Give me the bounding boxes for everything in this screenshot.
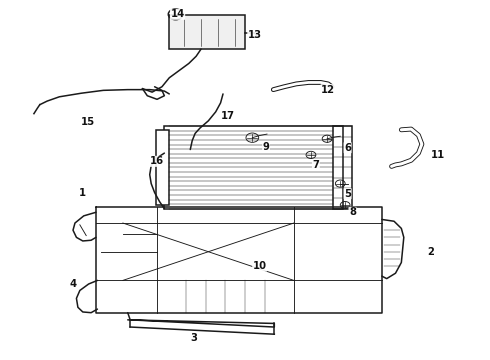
Text: 2: 2: [427, 247, 434, 257]
Text: 13: 13: [248, 30, 262, 40]
Bar: [164, 126, 343, 209]
Text: 3: 3: [190, 333, 197, 343]
Text: 6: 6: [344, 143, 351, 153]
FancyBboxPatch shape: [169, 15, 245, 49]
Text: 14: 14: [171, 9, 185, 19]
Text: 4: 4: [70, 279, 76, 289]
Text: 16: 16: [150, 156, 164, 166]
Text: 17: 17: [221, 111, 235, 121]
Text: 7: 7: [313, 160, 319, 170]
Text: 12: 12: [321, 85, 335, 95]
Text: 5: 5: [344, 189, 351, 199]
Bar: [333, 126, 351, 209]
Bar: [156, 130, 169, 205]
Text: 10: 10: [253, 261, 267, 271]
Text: 15: 15: [80, 117, 95, 127]
Text: 9: 9: [263, 142, 270, 152]
Text: 8: 8: [349, 207, 356, 217]
Text: 1: 1: [79, 188, 86, 198]
Text: 11: 11: [431, 150, 445, 160]
